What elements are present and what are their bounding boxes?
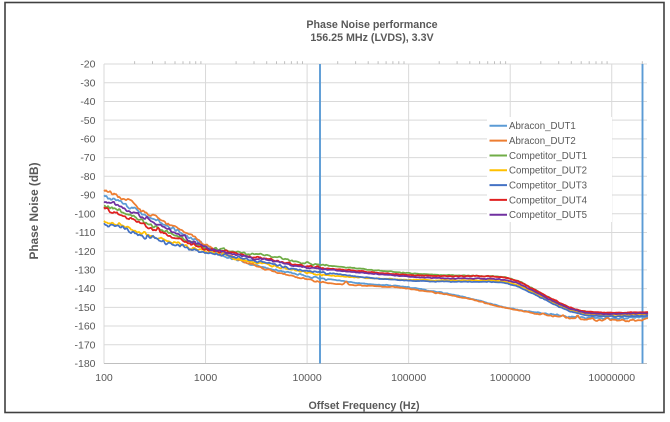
svg-text:-90: -90 <box>80 190 95 202</box>
svg-text:-40: -40 <box>80 96 95 108</box>
svg-text:Phase Noise performance: Phase Noise performance <box>306 19 437 31</box>
svg-text:1000000: 1000000 <box>490 372 531 384</box>
svg-text:Competitor_DUT2: Competitor_DUT2 <box>509 166 587 177</box>
svg-text:-80: -80 <box>80 171 95 183</box>
svg-text:-150: -150 <box>74 302 95 314</box>
svg-text:Phase Noise (dB): Phase Noise (dB) <box>27 162 41 259</box>
svg-text:-120: -120 <box>74 246 95 258</box>
svg-text:-170: -170 <box>74 339 95 351</box>
svg-text:100: 100 <box>95 372 113 384</box>
svg-text:-50: -50 <box>80 115 95 127</box>
svg-text:Abracon_DUT2: Abracon_DUT2 <box>509 136 576 147</box>
svg-text:-70: -70 <box>80 152 95 164</box>
svg-text:100000: 100000 <box>391 372 426 384</box>
svg-text:Competitor_DUT1: Competitor_DUT1 <box>509 151 587 162</box>
svg-text:-180: -180 <box>74 358 95 370</box>
svg-text:-130: -130 <box>74 265 95 277</box>
svg-text:-160: -160 <box>74 321 95 333</box>
svg-text:-30: -30 <box>80 77 95 89</box>
svg-text:-140: -140 <box>74 283 95 295</box>
svg-text:-100: -100 <box>74 208 95 220</box>
svg-text:Abracon_DUT1: Abracon_DUT1 <box>509 121 576 132</box>
svg-text:Competitor_DUT5: Competitor_DUT5 <box>509 210 587 221</box>
svg-text:Competitor_DUT3: Competitor_DUT3 <box>509 181 587 192</box>
svg-text:-60: -60 <box>80 133 95 145</box>
svg-text:-110: -110 <box>75 227 95 239</box>
svg-text:Offset Frequency (Hz): Offset Frequency (Hz) <box>308 400 419 412</box>
svg-text:10000000: 10000000 <box>588 372 635 384</box>
svg-text:10000: 10000 <box>292 372 321 384</box>
svg-text:-20: -20 <box>80 59 95 71</box>
svg-text:156.25 MHz (LVDS), 3.3V: 156.25 MHz (LVDS), 3.3V <box>310 32 434 44</box>
svg-text:1000: 1000 <box>194 372 218 384</box>
svg-text:Competitor_DUT4: Competitor_DUT4 <box>509 195 588 206</box>
